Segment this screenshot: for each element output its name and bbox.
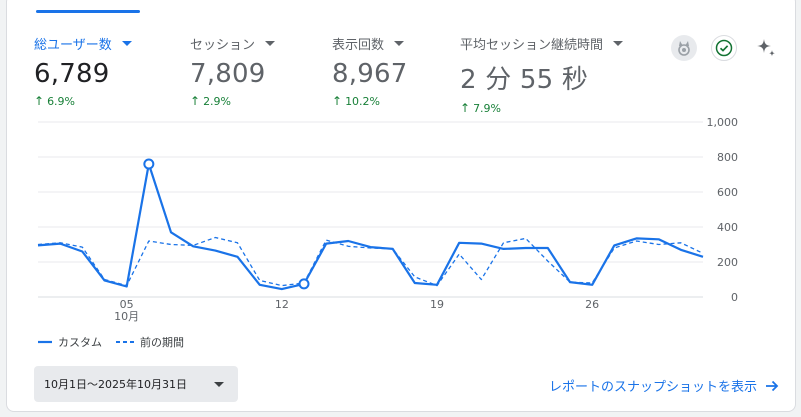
legend-label: カスタム bbox=[58, 336, 102, 349]
metric-label: 表示回数 bbox=[332, 38, 385, 53]
legend-label: 前の期間 bbox=[140, 336, 184, 349]
metric-label: セッション bbox=[190, 38, 256, 53]
highlighted-data-point[interactable] bbox=[143, 158, 155, 170]
chevron-down-icon[interactable] bbox=[265, 41, 276, 46]
y-tick-label: 200 bbox=[717, 256, 738, 269]
legend-item-current: カスタム bbox=[38, 334, 102, 350]
metric-sessions[interactable]: セッション 7,809 ↑ 2.9% bbox=[190, 34, 276, 108]
x-month-label: 10月 bbox=[114, 310, 139, 323]
insights-badge-icon[interactable] bbox=[671, 35, 697, 61]
metric-views[interactable]: 表示回数 8,967 ↑ 10.2% bbox=[332, 34, 407, 108]
y-tick-label: 0 bbox=[731, 291, 738, 304]
x-tick-label: 05 bbox=[120, 298, 134, 311]
arrow-up-icon: ↑ bbox=[460, 101, 471, 115]
snapshot-link-label: レポートのスナップショットを表示 bbox=[548, 380, 757, 395]
dashed-line-icon bbox=[116, 341, 134, 343]
chevron-down-icon bbox=[214, 382, 224, 387]
series-line-previous bbox=[37, 236, 704, 287]
report-card bbox=[6, 0, 796, 412]
metric-value: 6,789 bbox=[34, 59, 110, 89]
metric-change: 6.9% bbox=[47, 95, 76, 108]
view-snapshot-link[interactable]: レポートのスナップショットを表示 bbox=[549, 376, 779, 395]
legend-item-previous: 前の期間 bbox=[116, 334, 184, 350]
active-tab-indicator bbox=[36, 10, 140, 13]
y-tick-label: 600 bbox=[717, 186, 738, 199]
arrow-up-icon: ↑ bbox=[34, 94, 45, 108]
highlighted-data-point[interactable] bbox=[298, 278, 310, 290]
metric-change: 2.9% bbox=[203, 95, 232, 108]
arrow-up-icon: ↑ bbox=[190, 94, 201, 108]
metric-change: 10.2% bbox=[345, 95, 381, 108]
y-tick-label: 400 bbox=[717, 221, 738, 234]
arrow-right-icon bbox=[766, 380, 779, 391]
date-range-label: 10月1日～2025年10月31日 bbox=[44, 378, 187, 391]
check-circle-icon[interactable] bbox=[711, 35, 737, 61]
x-tick-label: 12 bbox=[275, 298, 289, 311]
y-tick-label: 1,000 bbox=[707, 116, 739, 129]
date-range-selector[interactable]: 10月1日～2025年10月31日 bbox=[34, 366, 238, 402]
metric-label: 総ユーザー数 bbox=[34, 38, 112, 53]
x-tick-label: 19 bbox=[430, 298, 444, 311]
chevron-down-icon[interactable] bbox=[394, 41, 405, 46]
metric-value: 2 分 55 秒 bbox=[460, 65, 589, 95]
y-tick-label: 800 bbox=[717, 151, 738, 164]
chevron-down-icon[interactable] bbox=[121, 41, 132, 46]
metric-avg-session-duration[interactable]: 平均セッション継続時間 2 分 55 秒 ↑ 7.9% bbox=[460, 34, 624, 115]
chevron-down-icon[interactable] bbox=[613, 41, 624, 46]
metric-change: 7.9% bbox=[473, 102, 502, 115]
solid-line-icon bbox=[38, 340, 52, 344]
metric-value: 8,967 bbox=[332, 59, 408, 89]
metric-value: 7,809 bbox=[190, 59, 266, 89]
arrow-up-icon: ↑ bbox=[332, 94, 343, 108]
metric-total-users[interactable]: 総ユーザー数 6,789 ↑ 6.9% bbox=[34, 34, 132, 108]
sparkle-icon[interactable] bbox=[753, 35, 779, 61]
metric-label: 平均セッション継続時間 bbox=[460, 38, 604, 53]
chart-legend: カスタム 前の期間 bbox=[38, 334, 184, 350]
x-tick-label: 26 bbox=[585, 298, 599, 311]
